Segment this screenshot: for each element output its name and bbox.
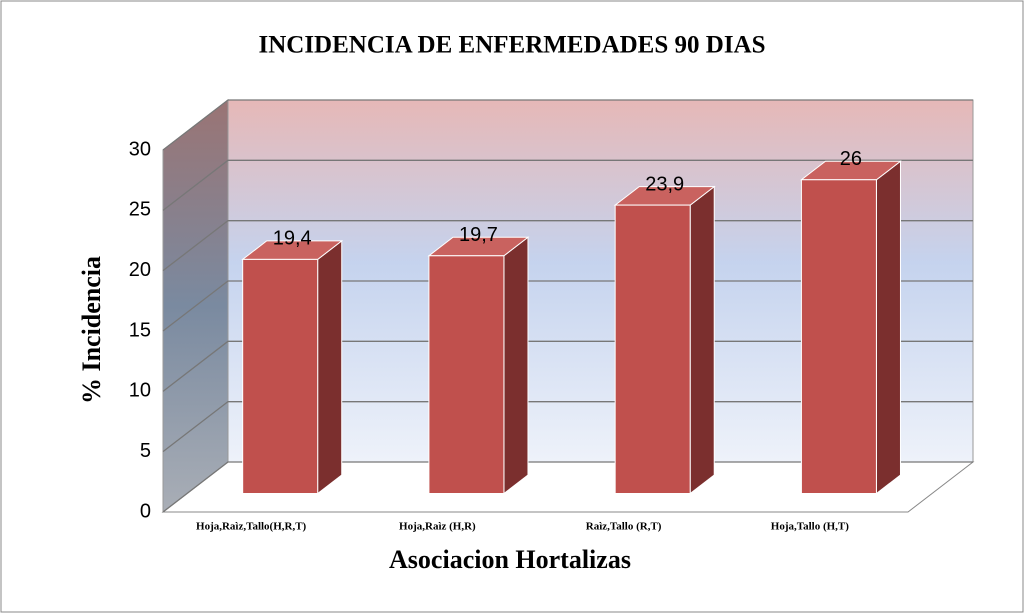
grid-line bbox=[162, 220, 973, 272]
x-tick-label: Hoja,Raìz,Tallo(H,R,T) bbox=[196, 521, 307, 533]
grid-line bbox=[162, 99, 973, 151]
y-tick-label: 0 bbox=[140, 500, 151, 522]
y-tick-label: 15 bbox=[129, 319, 151, 341]
y-tick-label: 20 bbox=[129, 259, 151, 281]
bar-side bbox=[317, 239, 343, 495]
y-tick-label: 10 bbox=[129, 380, 151, 402]
x-tick-label: Hoja,Raìz (H,R) bbox=[399, 521, 476, 533]
y-tick-label: 5 bbox=[140, 440, 151, 462]
y-tick-label: 30 bbox=[129, 138, 151, 160]
bar-side bbox=[689, 185, 715, 495]
data-label: 23,9 bbox=[645, 173, 684, 195]
bar bbox=[242, 258, 319, 495]
bar-side bbox=[503, 236, 529, 495]
x-axis-title: Asociacion Hortalizas bbox=[389, 545, 631, 574]
grid-line bbox=[162, 159, 973, 211]
y-tick-label: 25 bbox=[129, 199, 151, 221]
bar bbox=[428, 255, 505, 494]
grid-line bbox=[162, 401, 973, 453]
grid-line bbox=[162, 461, 973, 513]
bar bbox=[800, 179, 877, 494]
data-label: 19,4 bbox=[273, 228, 312, 250]
data-label: 19,7 bbox=[459, 224, 498, 246]
grid-line bbox=[162, 280, 973, 332]
x-tick-label: Raìz,Tallo (R,T) bbox=[586, 521, 662, 533]
grid-line bbox=[162, 340, 973, 392]
bar-side bbox=[875, 160, 901, 495]
data-label: 26 bbox=[840, 148, 862, 170]
y-axis-title: % Incidencia bbox=[77, 256, 106, 404]
bar bbox=[614, 204, 691, 495]
x-tick-label: Hoja,Tallo (H,T) bbox=[771, 521, 849, 533]
chart-title: INCIDENCIA DE ENFERMEDADES 90 DIAS bbox=[258, 32, 765, 59]
